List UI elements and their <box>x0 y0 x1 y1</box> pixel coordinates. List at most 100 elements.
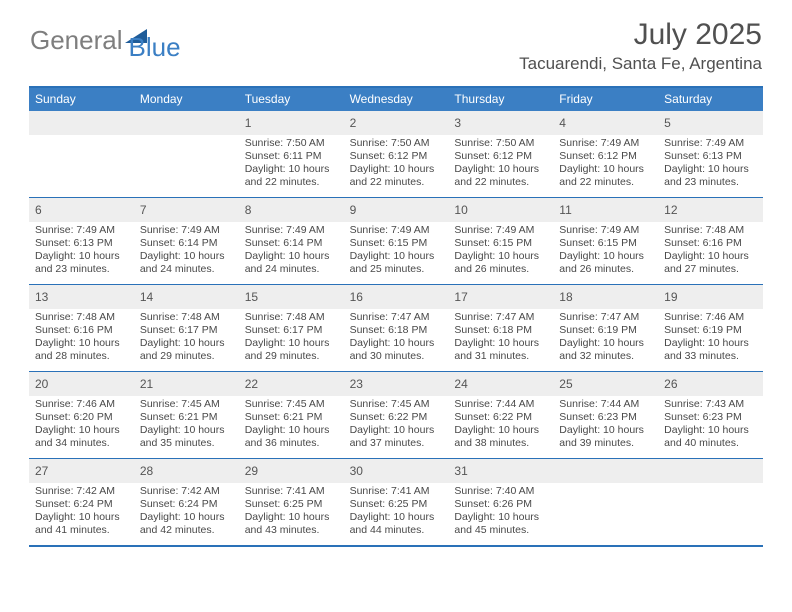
calendar-cell: 17Sunrise: 7:47 AMSunset: 6:18 PMDayligh… <box>448 285 553 371</box>
calendar-cell: 15Sunrise: 7:48 AMSunset: 6:17 PMDayligh… <box>239 285 344 371</box>
sunset-line: Sunset: 6:23 PM <box>664 411 757 424</box>
day-number: 3 <box>454 116 461 130</box>
daylight-line: Daylight: 10 hours and 34 minutes. <box>35 424 128 450</box>
week-row: 13Sunrise: 7:48 AMSunset: 6:16 PMDayligh… <box>29 284 763 371</box>
daylight-line: Daylight: 10 hours and 39 minutes. <box>559 424 652 450</box>
cell-body: Sunrise: 7:49 AMSunset: 6:13 PMDaylight:… <box>29 222 134 281</box>
daynum-row <box>134 111 239 135</box>
day-headers-row: SundayMondayTuesdayWednesdayThursdayFrid… <box>29 88 763 111</box>
day-number: 4 <box>559 116 566 130</box>
cell-body: Sunrise: 7:44 AMSunset: 6:22 PMDaylight:… <box>448 396 553 455</box>
daynum-row: 6 <box>29 198 134 222</box>
sunrise-line: Sunrise: 7:47 AM <box>454 311 547 324</box>
calendar-cell <box>658 459 763 545</box>
day-number: 20 <box>35 377 48 391</box>
cell-body: Sunrise: 7:42 AMSunset: 6:24 PMDaylight:… <box>29 483 134 542</box>
daylight-line: Daylight: 10 hours and 26 minutes. <box>454 250 547 276</box>
daylight-line: Daylight: 10 hours and 28 minutes. <box>35 337 128 363</box>
daynum-row: 21 <box>134 372 239 396</box>
daynum-row: 25 <box>553 372 658 396</box>
calendar-cell: 18 Sunrise: 7:47 AMSunset: 6:19 PMDayligh… <box>553 285 658 371</box>
sunset-line: Sunset: 6:16 PM <box>35 324 128 337</box>
daylight-line: Daylight: 10 hours and 22 minutes. <box>245 163 338 189</box>
calendar-cell: 29 Sunrise: 7:41 AMSunset: 6:25 PMDayligh… <box>239 459 344 545</box>
calendar-cell: 30Sunrise: 7:41 AMSunset: 6:25 PMDayligh… <box>344 459 449 545</box>
day-number: 2 <box>350 116 357 130</box>
daynum-row: 28 <box>134 459 239 483</box>
cell-body: Sunrise: 7:50 AMSunset: 6:12 PMDaylight:… <box>448 135 553 194</box>
day-number: 18 <box>559 290 572 304</box>
daynum-row: 7 <box>134 198 239 222</box>
cell-body: Sunrise: 7:50 AMSunset: 6:11 PMDaylight:… <box>239 135 344 194</box>
day-number: 19 <box>664 290 677 304</box>
daylight-line: Daylight: 10 hours and 35 minutes. <box>140 424 233 450</box>
sunset-line: Sunset: 6:21 PM <box>140 411 233 424</box>
calendar-cell: 2Sunrise: 7:50 AMSunset: 6:12 PMDaylight… <box>344 111 449 197</box>
calendar: SundayMondayTuesdayWednesdayThursdayFrid… <box>29 86 763 547</box>
daylight-line: Daylight: 10 hours and 29 minutes. <box>140 337 233 363</box>
daylight-line: Daylight: 10 hours and 22 minutes. <box>350 163 443 189</box>
sunrise-line: Sunrise: 7:45 AM <box>140 398 233 411</box>
cell-body: Sunrise: 7:45 AMSunset: 6:21 PMDaylight:… <box>239 396 344 455</box>
sunrise-line: Sunrise: 7:47 AM <box>559 311 652 324</box>
daynum-row <box>29 111 134 135</box>
sunrise-line: Sunrise: 7:48 AM <box>245 311 338 324</box>
daylight-line: Daylight: 10 hours and 23 minutes. <box>664 163 757 189</box>
cell-body: Sunrise: 7:49 AMSunset: 6:13 PMDaylight:… <box>658 135 763 194</box>
calendar-cell <box>553 459 658 545</box>
sunset-line: Sunset: 6:20 PM <box>35 411 128 424</box>
day-number: 17 <box>454 290 467 304</box>
sunset-line: Sunset: 6:14 PM <box>140 237 233 250</box>
sunrise-line: Sunrise: 7:50 AM <box>350 137 443 150</box>
cell-body: Sunrise: 7:48 AMSunset: 6:17 PMDaylight:… <box>134 309 239 368</box>
sunset-line: Sunset: 6:14 PM <box>245 237 338 250</box>
daynum-row: 29 <box>239 459 344 483</box>
daylight-line: Daylight: 10 hours and 44 minutes. <box>350 511 443 537</box>
day-number: 23 <box>350 377 363 391</box>
sunrise-line: Sunrise: 7:49 AM <box>350 224 443 237</box>
month-title: July 2025 <box>519 18 762 52</box>
cell-body: Sunrise: 7:49 AMSunset: 6:12 PMDaylight:… <box>553 135 658 194</box>
sunrise-line: Sunrise: 7:45 AM <box>350 398 443 411</box>
cell-body: Sunrise: 7:42 AMSunset: 6:24 PMDaylight:… <box>134 483 239 542</box>
sunrise-line: Sunrise: 7:50 AM <box>454 137 547 150</box>
cell-body: Sunrise: 7:43 AMSunset: 6:23 PMDaylight:… <box>658 396 763 455</box>
daylight-line: Daylight: 10 hours and 30 minutes. <box>350 337 443 363</box>
daynum-row: 27 <box>29 459 134 483</box>
sunrise-line: Sunrise: 7:49 AM <box>454 224 547 237</box>
day-number: 8 <box>245 203 252 217</box>
cell-body: Sunrise: 7:41 AMSunset: 6:25 PMDaylight:… <box>239 483 344 542</box>
cell-body: Sunrise: 7:44 AMSunset: 6:23 PMDaylight:… <box>553 396 658 455</box>
cell-body: Sunrise: 7:49 AMSunset: 6:15 PMDaylight:… <box>344 222 449 281</box>
sunset-line: Sunset: 6:18 PM <box>350 324 443 337</box>
day-number: 27 <box>35 464 48 478</box>
calendar-cell: 5Sunrise: 7:49 AMSunset: 6:13 PMDaylight… <box>658 111 763 197</box>
daylight-line: Daylight: 10 hours and 23 minutes. <box>35 250 128 276</box>
cell-body: Sunrise: 7:47 AMSunset: 6:19 PMDaylight:… <box>553 309 658 368</box>
sunset-line: Sunset: 6:16 PM <box>664 237 757 250</box>
day-header: Sunday <box>29 88 134 111</box>
daynum-row: 19 <box>658 285 763 309</box>
calendar-cell: 9Sunrise: 7:49 AMSunset: 6:15 PMDaylight… <box>344 198 449 284</box>
calendar-cell: 10Sunrise: 7:49 AMSunset: 6:15 PMDayligh… <box>448 198 553 284</box>
brand-part1: General <box>30 25 123 56</box>
daynum-row: 12 <box>658 198 763 222</box>
sunrise-line: Sunrise: 7:40 AM <box>454 485 547 498</box>
sunrise-line: Sunrise: 7:43 AM <box>664 398 757 411</box>
calendar-cell: 7Sunrise: 7:49 AMSunset: 6:14 PMDaylight… <box>134 198 239 284</box>
daynum-row: 18 <box>553 285 658 309</box>
sunrise-line: Sunrise: 7:42 AM <box>140 485 233 498</box>
day-number <box>559 464 562 478</box>
daylight-line: Daylight: 10 hours and 22 minutes. <box>559 163 652 189</box>
daynum-row: 31 <box>448 459 553 483</box>
daylight-line: Daylight: 10 hours and 45 minutes. <box>454 511 547 537</box>
sunrise-line: Sunrise: 7:48 AM <box>664 224 757 237</box>
sunset-line: Sunset: 6:18 PM <box>454 324 547 337</box>
day-number: 29 <box>245 464 258 478</box>
daylight-line: Daylight: 10 hours and 33 minutes. <box>664 337 757 363</box>
sunset-line: Sunset: 6:22 PM <box>454 411 547 424</box>
calendar-cell: 11Sunrise: 7:49 AMSunset: 6:15 PMDayligh… <box>553 198 658 284</box>
day-number: 15 <box>245 290 258 304</box>
daylight-line: Daylight: 10 hours and 25 minutes. <box>350 250 443 276</box>
sunrise-line: Sunrise: 7:49 AM <box>35 224 128 237</box>
